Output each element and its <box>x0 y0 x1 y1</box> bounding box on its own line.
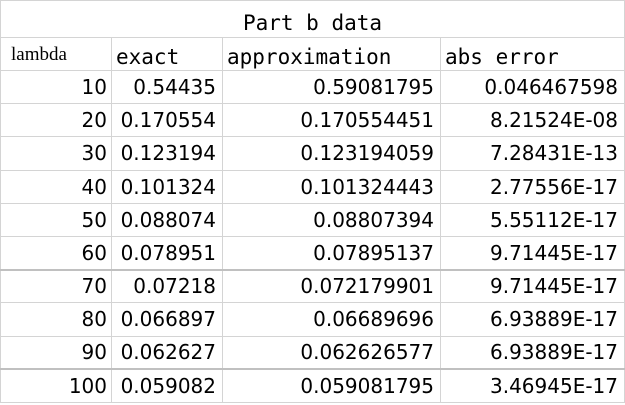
cell-approximation[interactable]: 0.123194059 <box>222 136 441 171</box>
table-row: 10 0.54435 0.59081795 0.046467598 <box>0 69 625 105</box>
table-row: 60 0.078951 0.07895137 9.71445E-17 <box>0 235 625 271</box>
cell-lambda[interactable]: 100 <box>0 368 112 403</box>
cell-abs-error[interactable]: 6.93889E-17 <box>439 302 625 337</box>
cell-approximation[interactable]: 0.101324443 <box>222 169 441 204</box>
cell-approximation[interactable]: 0.07895137 <box>222 235 441 271</box>
header-cell-approximation[interactable]: approximation <box>222 37 441 71</box>
cell-lambda[interactable]: 70 <box>0 268 112 304</box>
cell-lambda[interactable]: 30 <box>0 136 112 171</box>
cell-exact[interactable]: 0.101324 <box>111 169 223 204</box>
header-cell-exact[interactable]: exact <box>111 37 223 71</box>
cell-approximation[interactable]: 0.170554451 <box>222 103 441 138</box>
table-title-cell[interactable]: Part b data <box>0 0 625 38</box>
cell-lambda[interactable]: 10 <box>0 69 112 105</box>
cell-exact[interactable]: 0.123194 <box>111 136 223 171</box>
cell-approximation[interactable]: 0.08807394 <box>222 202 441 237</box>
table-row: 20 0.170554 0.170554451 8.21524E-08 <box>0 103 625 138</box>
table-row: 40 0.101324 0.101324443 2.77556E-17 <box>0 169 625 204</box>
cell-approximation[interactable]: 0.59081795 <box>222 69 441 105</box>
table-row: 90 0.062627 0.062626577 6.93889E-17 <box>0 335 625 370</box>
cell-approximation[interactable]: 0.059081795 <box>222 368 441 403</box>
cell-abs-error[interactable]: 9.71445E-17 <box>439 268 625 304</box>
cell-abs-error[interactable]: 3.46945E-17 <box>439 368 625 403</box>
cell-lambda[interactable]: 60 <box>0 235 112 271</box>
cell-exact[interactable]: 0.07218 <box>111 268 223 304</box>
table-row: 30 0.123194 0.123194059 7.28431E-13 <box>0 136 625 171</box>
cell-lambda[interactable]: 20 <box>0 103 112 138</box>
cell-lambda[interactable]: 40 <box>0 169 112 204</box>
cell-exact[interactable]: 0.088074 <box>111 202 223 237</box>
cell-exact[interactable]: 0.170554 <box>111 103 223 138</box>
title-row: Part b data <box>0 0 625 38</box>
table-row: 50 0.088074 0.08807394 5.55112E-17 <box>0 202 625 237</box>
cell-exact[interactable]: 0.54435 <box>111 69 223 105</box>
table-row: 100 0.059082 0.059081795 3.46945E-17 <box>0 368 625 403</box>
cell-lambda[interactable]: 50 <box>0 202 112 237</box>
cell-approximation[interactable]: 0.06689696 <box>222 302 441 337</box>
header-cell-abs-error[interactable]: abs error <box>439 37 625 71</box>
cell-exact[interactable]: 0.059082 <box>111 368 223 403</box>
header-row: lambda exact approximation abs error <box>0 37 625 71</box>
table-row: 70 0.07218 0.072179901 9.71445E-17 <box>0 268 625 304</box>
header-cell-lambda[interactable]: lambda <box>0 37 112 71</box>
cell-approximation[interactable]: 0.072179901 <box>222 268 441 304</box>
cell-abs-error[interactable]: 6.93889E-17 <box>439 335 625 370</box>
table-row: 80 0.066897 0.06689696 6.93889E-17 <box>0 302 625 337</box>
cell-lambda[interactable]: 80 <box>0 302 112 337</box>
cell-abs-error[interactable]: 0.046467598 <box>439 69 625 105</box>
cell-abs-error[interactable]: 9.71445E-17 <box>439 235 625 271</box>
cell-exact[interactable]: 0.066897 <box>111 302 223 337</box>
cell-exact[interactable]: 0.062627 <box>111 335 223 370</box>
cell-lambda[interactable]: 90 <box>0 335 112 370</box>
cell-approximation[interactable]: 0.062626577 <box>222 335 441 370</box>
cell-abs-error[interactable]: 2.77556E-17 <box>439 169 625 204</box>
cell-abs-error[interactable]: 5.55112E-17 <box>439 202 625 237</box>
cell-abs-error[interactable]: 7.28431E-13 <box>439 136 625 171</box>
cell-exact[interactable]: 0.078951 <box>111 235 223 271</box>
cell-abs-error[interactable]: 8.21524E-08 <box>439 103 625 138</box>
